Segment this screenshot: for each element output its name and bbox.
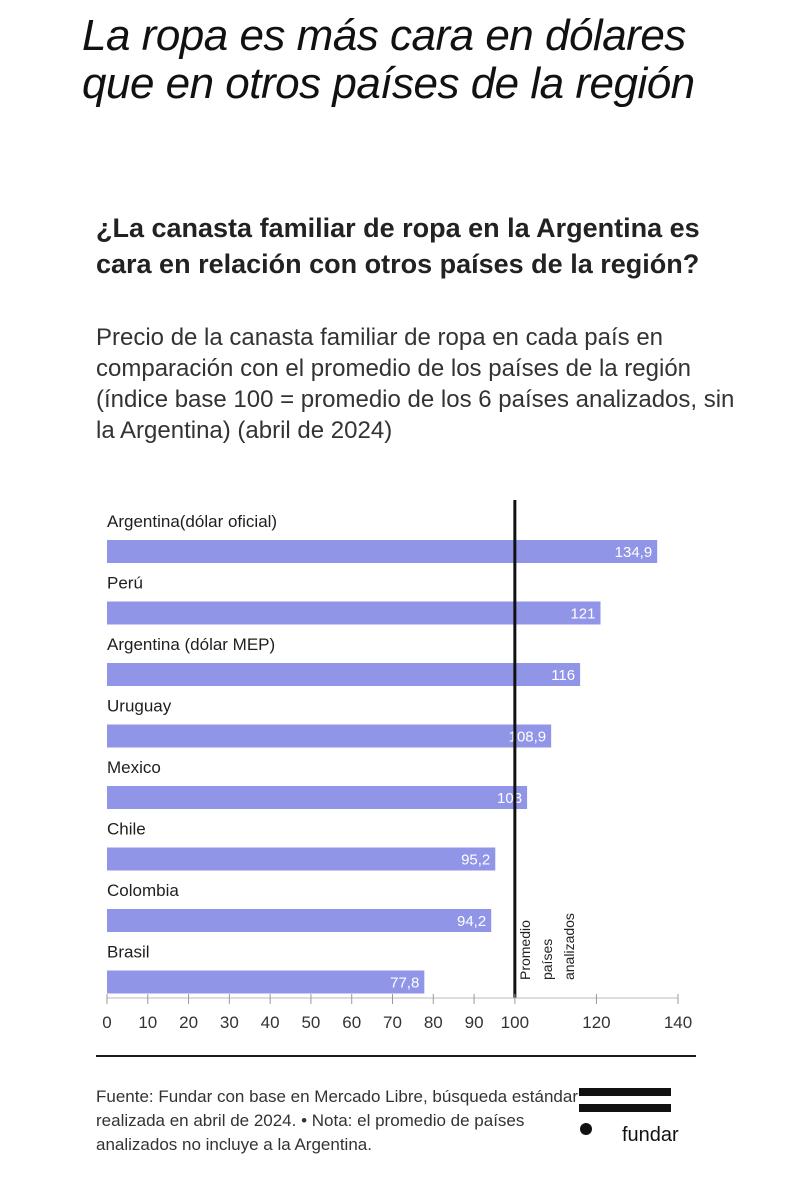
x-axis-tick-label: 120: [582, 1013, 610, 1032]
bar-value-label: 134,9: [615, 544, 653, 561]
divider: [96, 1055, 696, 1057]
bar: [107, 724, 552, 748]
bar-category-label: Brasil: [107, 943, 150, 962]
logo-text: fundar: [622, 1124, 679, 1146]
reference-line-label: Promedio: [517, 920, 533, 980]
bar: [107, 540, 658, 563]
chart-subtitle: Precio de la canasta familiar de ropa en…: [96, 324, 735, 444]
bar-value-label: 94,2: [457, 913, 486, 930]
bar-category-label: Colombia: [107, 881, 179, 900]
bar: [107, 786, 528, 809]
reference-line-label: países: [539, 939, 555, 980]
x-axis-tick-label: 10: [138, 1013, 157, 1032]
bar-category-label: Argentina (dólar MEP): [107, 635, 275, 654]
bar-category-label: Argentina(dólar oficial): [107, 512, 277, 531]
reference-line-label: analizados: [561, 913, 577, 980]
bar-category-label: Mexico: [107, 758, 161, 777]
logo-dot: [580, 1123, 592, 1135]
bar-value-label: 95,2: [461, 852, 490, 869]
logo-bar-bottom: [579, 1104, 671, 1112]
x-axis-tick-label: 40: [261, 1013, 280, 1032]
headline: La ropa es más cara en dólares que en ot…: [82, 11, 695, 108]
bar-value-label: 121: [570, 606, 595, 623]
bar: [107, 909, 492, 932]
bar-chart: Argentina(dólar oficial) 134,9 Perú 121 Arge…: [102, 500, 692, 1032]
bar-value-label: 108,9: [509, 729, 547, 746]
bar-category-label: Perú: [107, 574, 143, 593]
x-axis-tick-label: 140: [664, 1013, 692, 1032]
bar-value-label: 77,8: [390, 975, 419, 992]
bar: [107, 847, 496, 871]
logo-bar-top: [579, 1088, 671, 1096]
chart-title: ¿La canasta familiar de ropa en la Argen…: [96, 213, 700, 279]
x-axis-tick-label: 0: [102, 1013, 111, 1032]
x-axis-tick-label: 30: [220, 1013, 239, 1032]
fundar-logo: fundar: [576, 1086, 679, 1150]
bar-category-label: Uruguay: [107, 697, 172, 716]
x-axis-tick-label: 100: [501, 1013, 529, 1032]
x-axis-tick-label: 80: [424, 1013, 443, 1032]
source-note: Fuente: Fundar con base en Mercado Libre…: [96, 1087, 578, 1154]
x-axis-tick-label: 70: [383, 1013, 402, 1032]
bar: [107, 663, 581, 686]
x-axis-tick-label: 60: [342, 1013, 361, 1032]
bar-value-label: 103: [497, 790, 522, 807]
bar: [107, 970, 425, 994]
x-axis-tick-label: 90: [465, 1013, 484, 1032]
x-axis-tick-label: 50: [301, 1013, 320, 1032]
bar: [107, 601, 601, 625]
bar-category-label: Chile: [107, 820, 146, 839]
x-axis-tick-label: 20: [179, 1013, 198, 1032]
bar-value-label: 116: [551, 667, 575, 684]
